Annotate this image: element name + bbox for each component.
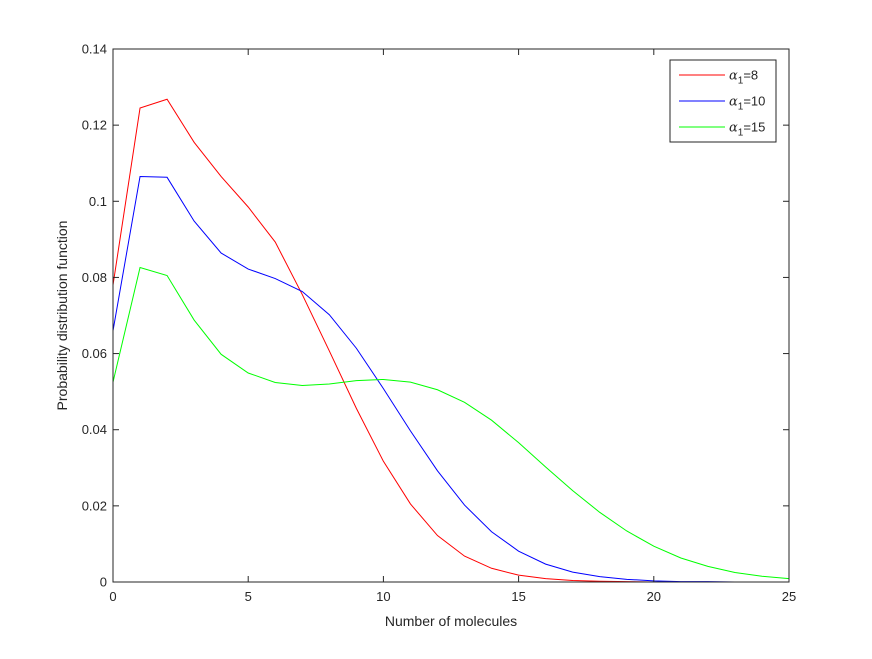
y-tick-label: 0.06 [82,346,107,361]
y-tick-label: 0 [100,575,107,590]
y-axis-label: Probability distribution function [54,221,70,411]
x-tick-label: 0 [109,589,116,604]
legend-symbol: α [729,95,738,110]
legend-subscript: 1 [738,102,744,113]
legend-subscript: 1 [738,76,744,87]
x-tick-label: 20 [647,589,661,604]
legend-subscript: 1 [738,128,744,139]
x-axis-label: Number of molecules [385,613,517,629]
x-tick-label: 10 [376,589,390,604]
legend-symbol: α [729,121,738,136]
ticks-layer: 0 5 10 15 20 25 0 0.02 0.04 0.06 0.08 0.1 0.12 0.14 [82,42,797,605]
legend-label-1: α1=8 [729,68,758,87]
y-tick-label: 0.1 [89,194,107,209]
legend-value: =10 [743,94,765,109]
legend-label-3: α1=15 [729,120,765,139]
legend-value: =8 [743,68,758,83]
x-tick-label: 25 [782,589,796,604]
y-tick-label: 0.04 [82,422,107,437]
legend-symbol: α [729,69,738,84]
legend-label-2: α1=10 [729,94,765,113]
legend-value: =15 [743,120,765,135]
y-tick-label: 0.02 [82,498,107,513]
y-tick-label: 0.08 [82,270,107,285]
x-tick-label: 5 [245,589,252,604]
plot-frame [112,48,790,583]
y-tick-label: 0.14 [82,42,107,57]
series-line-2 [112,176,789,583]
y-tick-label: 0.12 [82,118,107,133]
series-line-3 [112,266,790,580]
x-tick-label: 15 [511,589,525,604]
